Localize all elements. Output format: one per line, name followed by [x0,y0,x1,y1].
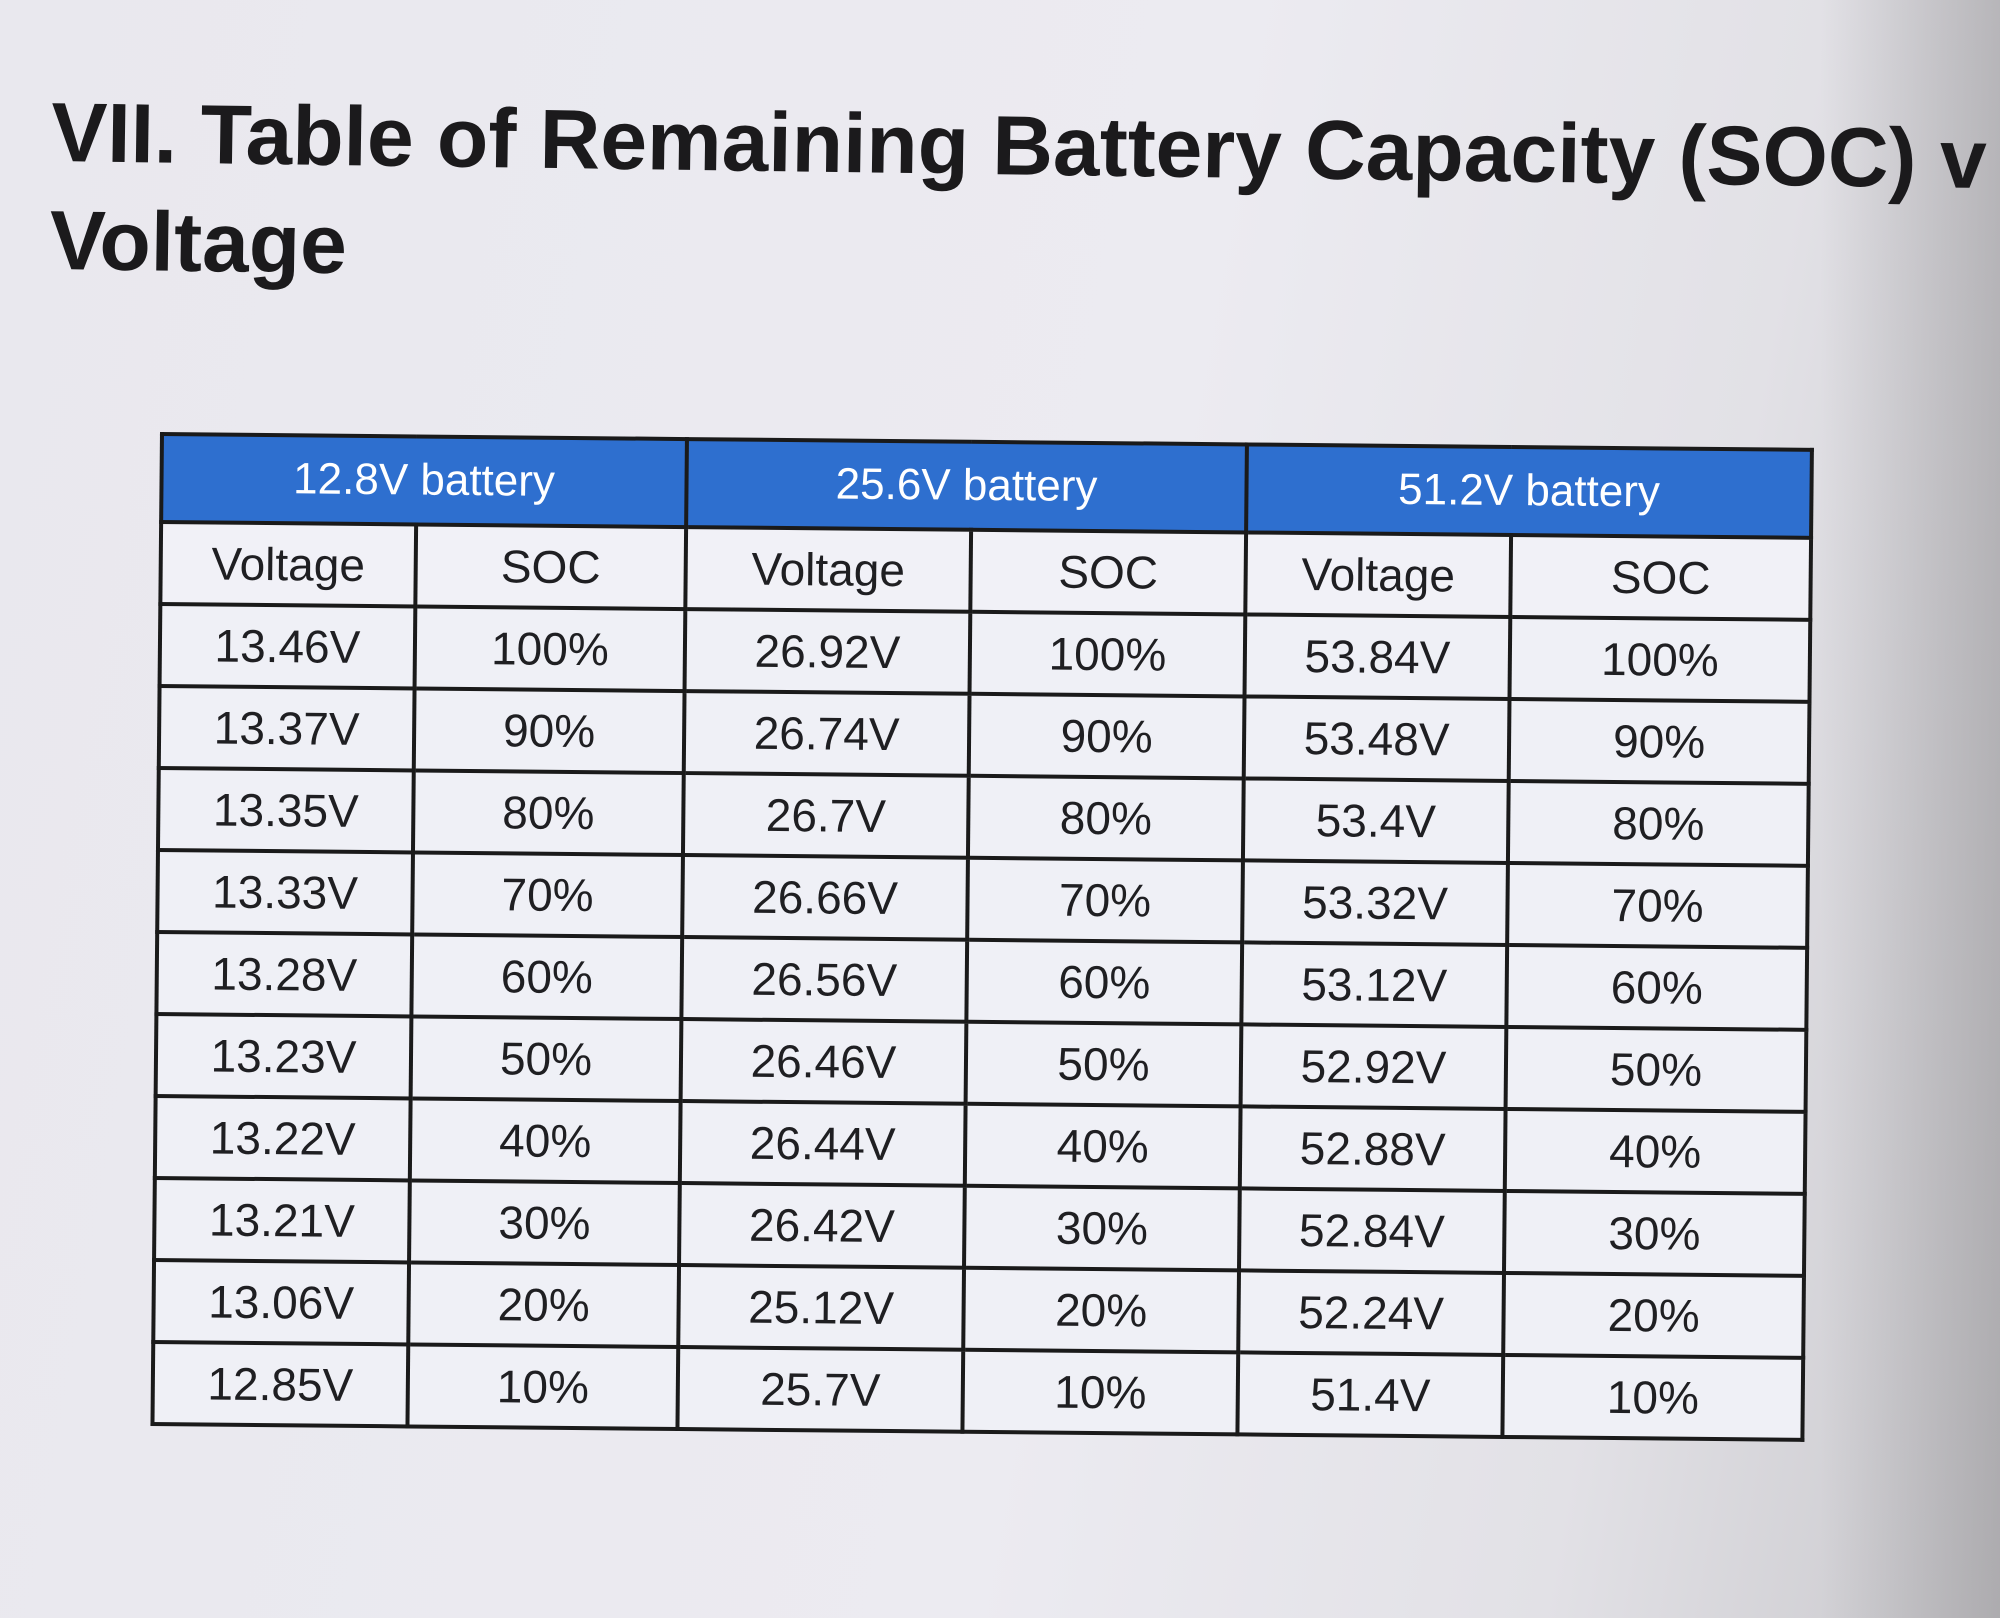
table-row: 13.22V 40% 26.44V 40% 52.88V 40% [154,1095,1806,1194]
voltage-cell: 13.35V [157,768,414,853]
soc-cell: 70% [412,852,683,938]
battery-group-header-row: 12.8V battery 25.6V battery 51.2V batter… [161,434,1812,538]
group-header-25v6: 25.6V battery [686,439,1247,533]
soc-cell: 90% [1508,698,1810,784]
soc-cell: 50% [1505,1026,1807,1112]
soc-cell: 60% [1506,944,1808,1030]
column-header-soc: SOC [970,529,1247,615]
soc-voltage-table: 12.8V battery 25.6V battery 51.2V batter… [150,432,1814,1442]
soc-cell: 20% [408,1262,680,1348]
voltage-cell: 52.24V [1238,1270,1505,1355]
column-header-voltage: Voltage [685,527,972,612]
voltage-cell: 26.42V [679,1183,965,1268]
voltage-cell: 53.48V [1243,696,1510,781]
soc-cell: 20% [1503,1272,1805,1358]
soc-cell: 70% [967,857,1243,943]
soc-cell: 90% [968,693,1245,779]
voltage-cell: 13.33V [157,849,413,935]
page-title: VII. Table of Remaining Battery Capacity… [49,78,2000,345]
soc-cell: 60% [411,934,683,1020]
voltage-cell: 25.7V [677,1347,964,1432]
soc-cell: 30% [1504,1190,1805,1276]
voltage-cell: 13.22V [154,1095,411,1181]
soc-cell: 20% [963,1267,1240,1353]
voltage-cell: 26.56V [681,937,968,1022]
table-row: 13.33V 70% 26.66V 70% 53.32V 70% [157,849,1808,948]
voltage-cell: 26.46V [680,1019,967,1104]
voltage-cell: 52.92V [1240,1024,1507,1109]
soc-cell: 10% [962,1349,1239,1435]
voltage-cell: 51.4V [1237,1352,1504,1437]
voltage-cell: 13.37V [158,686,415,771]
soc-cell: 50% [410,1016,682,1102]
table-row: 13.46V 100% 26.92V 100% 53.84V 100% [159,604,1811,702]
voltage-cell: 53.84V [1244,614,1511,699]
voltage-cell: 13.28V [156,931,413,1017]
soc-cell: 80% [1507,780,1809,866]
soc-cell: 30% [964,1185,1240,1271]
column-header-soc: SOC [415,524,687,610]
table-row: 13.37V 90% 26.74V 90% 53.48V 90% [158,686,1810,784]
table-row: 13.23V 50% 26.46V 50% 52.92V 50% [155,1013,1807,1112]
group-header-12v8: 12.8V battery [161,434,687,528]
column-header-voltage: Voltage [160,522,417,607]
soc-cell: 100% [1509,616,1811,702]
soc-cell: 100% [414,606,686,692]
soc-cell: 100% [969,611,1246,697]
table-row: 13.28V 60% 26.56V 60% 53.12V 60% [156,931,1808,1030]
voltage-cell: 13.06V [153,1259,410,1345]
voltage-cell: 53.32V [1242,860,1508,945]
voltage-cell: 25.12V [678,1265,965,1350]
voltage-cell: 53.12V [1241,942,1508,1027]
voltage-cell: 13.23V [155,1013,412,1099]
voltage-cell: 13.21V [154,1177,410,1263]
soc-cell: 80% [412,770,684,856]
voltage-cell: 26.7V [682,773,969,858]
column-header-row: Voltage SOC Voltage SOC Voltage SOC [160,522,1812,620]
soc-cell: 40% [1504,1108,1806,1194]
table-row: 12.85V 10% 25.7V 10% 51.4V 10% [152,1341,1804,1440]
voltage-cell: 52.88V [1239,1106,1506,1191]
soc-cell: 10% [407,1344,679,1430]
soc-cell: 10% [1502,1354,1804,1440]
page-edge-shadow [1820,0,2000,1618]
soc-cell: 70% [1507,862,1808,948]
soc-cell: 40% [409,1098,681,1184]
voltage-cell: 52.84V [1239,1188,1505,1273]
table-row: 13.06V 20% 25.12V 20% 52.24V 20% [153,1259,1805,1358]
voltage-cell: 26.66V [682,855,968,940]
voltage-cell: 26.44V [679,1101,966,1186]
soc-cell: 30% [409,1180,680,1266]
voltage-cell: 13.46V [159,604,416,689]
group-header-51v2: 51.2V battery [1246,444,1812,538]
table-row: 13.21V 30% 26.42V 30% 52.84V 30% [154,1177,1805,1276]
soc-cell: 40% [964,1103,1241,1189]
soc-cell: 50% [965,1021,1242,1107]
voltage-cell: 26.92V [684,609,971,694]
soc-cell: 90% [413,688,685,774]
soc-cell: 60% [966,939,1243,1025]
table-row: 13.35V 80% 26.7V 80% 53.4V 80% [157,768,1809,866]
soc-cell: 80% [967,775,1244,861]
column-header-soc: SOC [1510,534,1812,620]
voltage-cell: 12.85V [152,1341,409,1427]
voltage-cell: 53.4V [1242,778,1509,863]
column-header-voltage: Voltage [1245,532,1512,617]
voltage-cell: 26.74V [683,691,970,776]
soc-table-container: 12.8V battery 25.6V battery 51.2V batter… [150,432,1814,1442]
